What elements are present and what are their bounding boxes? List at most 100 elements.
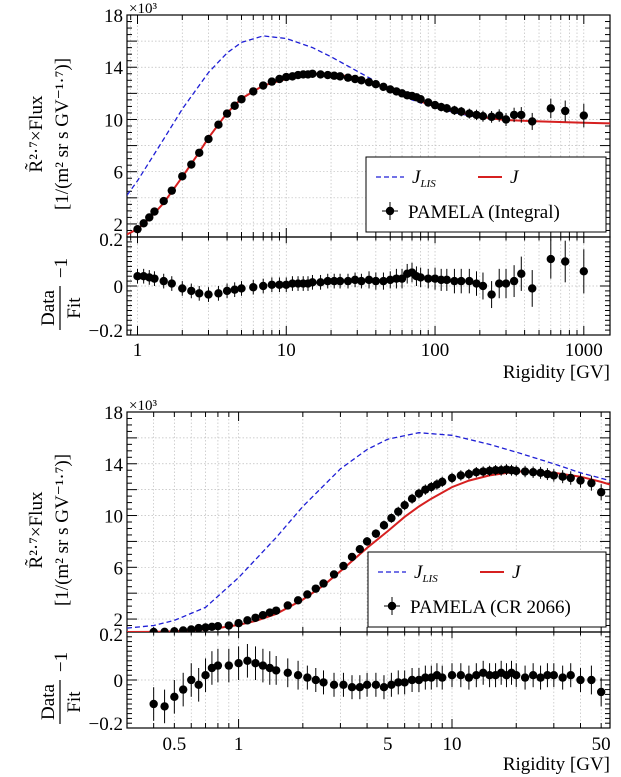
ratio-point <box>579 267 589 276</box>
data-point <box>258 610 268 620</box>
data-point <box>587 478 596 488</box>
data-point <box>536 468 545 478</box>
ratio-point <box>362 680 372 689</box>
data-point <box>150 207 159 216</box>
ratio-point <box>424 274 433 283</box>
ratio-point <box>283 668 292 677</box>
ratio-point <box>237 284 246 293</box>
ratio-point <box>465 276 474 286</box>
data-point <box>447 473 457 483</box>
ratio-point <box>528 671 538 680</box>
data-point <box>139 219 148 228</box>
data-point <box>549 471 559 480</box>
ratio-point <box>170 692 179 701</box>
ratio-point <box>259 281 268 291</box>
ratio-point <box>457 276 466 286</box>
data-point <box>487 112 496 122</box>
ratio-point <box>421 673 430 682</box>
ratio-point <box>509 276 519 286</box>
data-point <box>335 72 345 81</box>
ratio-point <box>265 663 274 673</box>
data-point <box>495 111 504 120</box>
legend: JLIS J PAMELA (Integral) <box>365 156 607 233</box>
y-tick-label: 18 <box>104 403 123 424</box>
ratio-point <box>178 284 187 293</box>
data-point <box>159 196 168 206</box>
ratio-point <box>566 671 575 680</box>
ratio-point <box>251 659 260 668</box>
ratio-y-tick-label: −0.2 <box>89 321 123 342</box>
legend-label-jlis: JLIS <box>412 167 436 190</box>
ratio-point <box>258 661 268 670</box>
data-point <box>187 625 196 632</box>
ratio-point <box>536 673 545 682</box>
data-point <box>343 73 353 82</box>
data-point <box>283 601 292 610</box>
ratio-point <box>319 678 328 687</box>
ratio-point <box>478 281 488 291</box>
ratio-label-denominator: Fit <box>64 691 85 713</box>
legend-label-data: PAMELA (Integral) <box>408 202 560 223</box>
y-exponent-label: ×10³ <box>129 398 157 414</box>
x-tick-label: 50 <box>592 734 611 755</box>
data-point <box>308 69 317 78</box>
ratio-point <box>528 284 537 293</box>
data-point <box>275 74 284 84</box>
data-point <box>512 466 521 476</box>
ratio-point <box>214 289 223 298</box>
data-point <box>371 529 381 538</box>
data-point <box>222 109 232 118</box>
data-point <box>371 80 381 89</box>
x-tick-label: 100 <box>421 340 450 361</box>
data-point <box>465 109 474 118</box>
ratio-point <box>133 272 142 281</box>
data-point <box>201 623 210 632</box>
ratio-point <box>400 678 409 687</box>
ratio-point <box>201 671 210 680</box>
ratio-y-tick-label: 0 <box>114 671 124 692</box>
data-point <box>478 112 488 121</box>
ratio-point <box>187 675 196 685</box>
data-point <box>450 106 459 115</box>
data-point <box>357 76 366 85</box>
data-point <box>339 561 348 571</box>
y-tick-label: 6 <box>114 558 124 579</box>
ratio-point <box>438 673 447 682</box>
ratio-point <box>442 275 452 285</box>
ratio-point <box>357 276 366 286</box>
data-point <box>323 70 332 80</box>
data-point <box>478 467 488 476</box>
data-point <box>457 107 466 116</box>
ratio-point <box>249 283 258 292</box>
legend-label-j: J <box>510 167 520 188</box>
data-point <box>520 467 530 476</box>
data-point <box>237 95 246 104</box>
ratio-point <box>335 276 345 286</box>
data-point <box>267 77 277 86</box>
x-tick-label: 0.5 <box>162 734 186 755</box>
data-point <box>329 570 339 579</box>
ratio-point <box>546 254 555 264</box>
data-point <box>347 552 357 562</box>
ratio-point <box>379 683 389 692</box>
data-point <box>528 117 537 126</box>
ratio-point <box>150 274 159 283</box>
data-point <box>170 627 179 632</box>
data-point <box>558 472 567 481</box>
ratio-y-tick-label: −0.2 <box>89 714 123 735</box>
data-point <box>355 544 365 554</box>
data-point <box>265 608 274 617</box>
x-tick-label: 10 <box>442 734 461 755</box>
data-point <box>456 471 466 480</box>
data-point <box>194 623 203 632</box>
ratio-point <box>178 685 188 694</box>
data-point <box>311 584 320 593</box>
data-point <box>187 160 196 169</box>
data-point <box>149 627 158 632</box>
ratio-label-suffix: −1 <box>51 652 72 672</box>
y-tick-label: 14 <box>104 455 124 476</box>
ratio-point <box>543 671 552 680</box>
ratio-point <box>308 278 317 287</box>
ratio-y-tick-label: 0 <box>114 277 124 298</box>
y-exponent-label: ×10³ <box>129 1 157 17</box>
